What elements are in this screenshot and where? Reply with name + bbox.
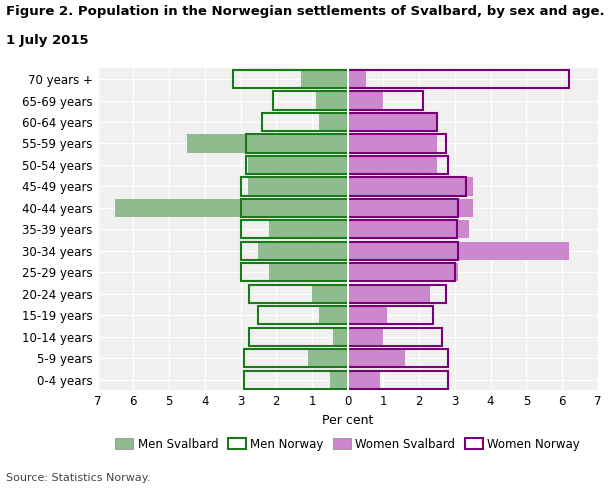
Bar bbox=[334, 327, 348, 346]
Bar bbox=[309, 349, 348, 367]
Bar bbox=[240, 220, 348, 239]
Bar bbox=[240, 242, 348, 260]
Bar bbox=[348, 113, 437, 131]
Bar bbox=[348, 263, 459, 282]
Bar bbox=[348, 134, 437, 153]
Bar bbox=[348, 199, 473, 217]
Bar bbox=[248, 177, 348, 196]
Bar bbox=[312, 285, 348, 303]
Bar bbox=[348, 220, 457, 239]
Bar bbox=[187, 134, 348, 153]
Bar bbox=[249, 327, 348, 346]
Bar bbox=[244, 349, 348, 367]
Bar bbox=[348, 134, 446, 153]
Bar bbox=[348, 156, 448, 174]
Bar bbox=[348, 327, 384, 346]
Bar bbox=[348, 156, 437, 174]
Bar bbox=[259, 242, 348, 260]
Bar bbox=[330, 370, 348, 389]
Bar bbox=[348, 263, 455, 282]
Bar bbox=[319, 113, 348, 131]
Bar bbox=[348, 306, 387, 325]
Bar bbox=[348, 242, 569, 260]
Bar bbox=[246, 156, 348, 174]
Bar bbox=[240, 177, 348, 196]
Bar bbox=[348, 370, 380, 389]
Bar bbox=[240, 263, 348, 282]
Text: 1 July 2015: 1 July 2015 bbox=[6, 34, 88, 47]
Legend: Men Svalbard, Men Norway, Women Svalbard, Women Norway: Men Svalbard, Men Norway, Women Svalbard… bbox=[110, 433, 585, 455]
Bar bbox=[348, 327, 442, 346]
Bar bbox=[301, 70, 348, 88]
Bar bbox=[273, 91, 348, 110]
Bar bbox=[319, 306, 348, 325]
Bar bbox=[234, 70, 348, 88]
Bar bbox=[246, 134, 348, 153]
Bar bbox=[348, 370, 448, 389]
Bar bbox=[262, 113, 348, 131]
Bar bbox=[348, 285, 446, 303]
Bar bbox=[348, 306, 434, 325]
Bar bbox=[259, 306, 348, 325]
Bar bbox=[348, 220, 469, 239]
Bar bbox=[248, 156, 348, 174]
Bar bbox=[269, 220, 348, 239]
Bar bbox=[315, 91, 348, 110]
Bar bbox=[348, 285, 430, 303]
Bar bbox=[115, 199, 348, 217]
Bar bbox=[348, 177, 473, 196]
Text: Figure 2. Population in the Norwegian settlements of Svalbard, by sex and age.: Figure 2. Population in the Norwegian se… bbox=[6, 5, 605, 18]
X-axis label: Per cent: Per cent bbox=[322, 414, 373, 427]
Bar bbox=[348, 91, 384, 110]
Bar bbox=[348, 242, 459, 260]
Bar bbox=[244, 370, 348, 389]
Bar bbox=[240, 199, 348, 217]
Bar bbox=[348, 199, 459, 217]
Bar bbox=[348, 91, 423, 110]
Bar bbox=[348, 349, 405, 367]
Bar bbox=[249, 285, 348, 303]
Bar bbox=[348, 70, 365, 88]
Bar bbox=[348, 177, 465, 196]
Bar bbox=[348, 113, 437, 131]
Bar bbox=[348, 349, 448, 367]
Text: Source: Statistics Norway.: Source: Statistics Norway. bbox=[6, 473, 151, 483]
Bar bbox=[269, 263, 348, 282]
Bar bbox=[348, 70, 569, 88]
